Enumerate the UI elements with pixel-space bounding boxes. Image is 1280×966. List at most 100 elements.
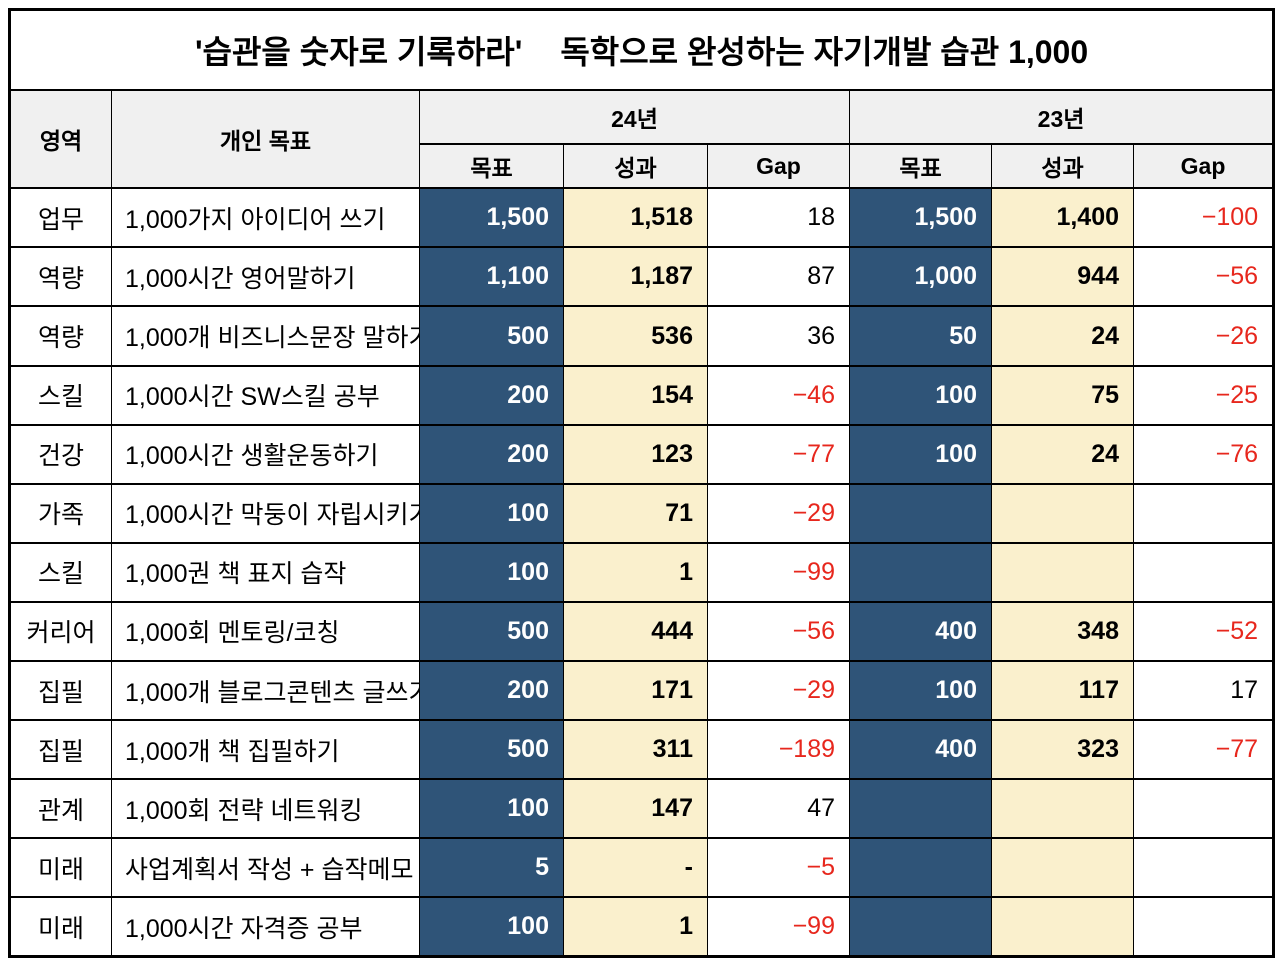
result-24-cell: 147 (563, 778, 708, 840)
gap-23-cell: 17 (1132, 660, 1275, 722)
table-row: 집필 1,000개 블로그콘텐츠 글쓰기 200 171 −29 100 117… (9, 660, 1275, 722)
header-result-24: 성과 (563, 143, 708, 190)
target-23-cell: 400 (849, 719, 992, 781)
gap-24-cell: −5 (707, 837, 850, 899)
header-goal: 개인 목표 (111, 89, 420, 190)
result-24-cell: 311 (563, 719, 708, 781)
target-23-cell (849, 541, 992, 603)
result-23-cell: 348 (991, 600, 1134, 663)
gap-23-cell (1132, 896, 1275, 958)
header-gap-24: Gap (707, 143, 850, 190)
gap-24-cell: −46 (707, 364, 850, 426)
result-24-cell: 123 (563, 423, 708, 485)
target-24-cell: 1,500 (419, 187, 564, 249)
result-24-cell: 1 (563, 896, 708, 958)
table-row: 미래 사업계획서 작성 + 습작메모 사례 5 - −5 (9, 837, 1275, 899)
title-row: '습관을 숫자로 기록하라' 독학으로 완성하는 자기개발 습관 1,000 (8, 8, 1275, 92)
target-24-cell: 200 (419, 423, 564, 485)
target-23-cell: 400 (849, 600, 992, 663)
goal-cell: 1,000시간 생활운동하기 (111, 423, 420, 485)
result-24-cell: 1 (563, 541, 708, 603)
result-23-cell (991, 482, 1134, 544)
target-23-cell (849, 896, 992, 958)
target-24-cell: 200 (419, 660, 564, 722)
area-cell: 업무 (9, 187, 112, 249)
result-23-cell: 24 (991, 423, 1134, 485)
result-23-cell: 117 (991, 660, 1134, 722)
area-cell: 스킬 (9, 541, 112, 603)
gap-24-cell: −99 (707, 896, 850, 958)
page-title: '습관을 숫자로 기록하라' 독학으로 완성하는 자기개발 습관 1,000 (8, 8, 1275, 92)
result-24-cell: 71 (563, 482, 708, 544)
goal-cell: 1,000권 책 표지 습작 (111, 541, 420, 603)
gap-24-cell: −29 (707, 660, 850, 722)
page-title-right: 독학으로 완성하는 자기개발 습관 1,000 (560, 34, 1089, 71)
table-row: 스킬 1,000권 책 표지 습작 100 1 −99 (9, 541, 1275, 603)
goal-cell: 1,000개 비즈니스문장 말하기 (111, 305, 420, 367)
table-row: 관계 1,000회 전략 네트워킹 100 147 47 (9, 778, 1275, 840)
result-23-cell (991, 778, 1134, 840)
gap-23-cell: −77 (1132, 719, 1275, 781)
goal-cell: 1,000시간 자격증 공부 (111, 896, 420, 958)
target-23-cell: 100 (849, 660, 992, 722)
area-cell: 역량 (9, 305, 112, 367)
header-target-23: 목표 (849, 143, 992, 190)
header-year-24: 24년 (419, 89, 850, 146)
target-23-cell (849, 482, 992, 544)
result-23-cell: 24 (991, 305, 1134, 367)
goal-cell: 1,000시간 SW스킬 공부 (111, 364, 420, 426)
table-row: 미래 1,000시간 자격증 공부 100 1 −99 (9, 896, 1275, 958)
result-24-cell: 1,187 (563, 246, 708, 308)
goal-cell: 1,000회 멘토링/코칭 (111, 600, 420, 663)
area-cell: 미래 (9, 837, 112, 899)
result-23-cell: 75 (991, 364, 1134, 426)
gap-24-cell: −56 (707, 600, 850, 663)
area-cell: 커리어 (9, 600, 112, 663)
gap-23-cell: −56 (1132, 246, 1275, 308)
table-row: 업무 1,000가지 아이디어 쓰기 1,500 1,518 18 1,500 … (9, 187, 1275, 249)
target-24-cell: 100 (419, 541, 564, 603)
page-title-left: '습관을 숫자로 기록하라' (194, 34, 523, 71)
gap-24-cell: −77 (707, 423, 850, 485)
result-23-cell (991, 896, 1134, 958)
target-24-cell: 100 (419, 778, 564, 840)
table-row: 건강 1,000시간 생활운동하기 200 123 −77 100 24 −76 (9, 423, 1275, 485)
table-row: 집필 1,000개 책 집필하기 500 311 −189 400 323 −7… (9, 719, 1275, 781)
target-23-cell: 50 (849, 305, 992, 367)
area-cell: 가족 (9, 482, 112, 544)
area-cell: 미래 (9, 896, 112, 958)
result-24-cell: 536 (563, 305, 708, 367)
target-23-cell: 1,000 (849, 246, 992, 308)
header-year-23: 23년 (848, 89, 1275, 146)
gap-24-cell: 18 (707, 187, 850, 249)
target-24-cell: 500 (419, 600, 564, 663)
goal-cell: 1,000시간 막둥이 자립시키기 (111, 482, 420, 544)
target-23-cell (849, 778, 992, 840)
area-cell: 건강 (9, 423, 112, 485)
goal-cell: 사업계획서 작성 + 습작메모 사례 (111, 837, 420, 899)
table-row: 역량 1,000개 비즈니스문장 말하기 500 536 36 50 24 −2… (9, 305, 1275, 367)
gap-23-cell: −25 (1132, 364, 1275, 426)
target-23-cell: 100 (849, 423, 992, 485)
gap-23-cell (1132, 482, 1275, 544)
gap-24-cell: 87 (707, 246, 850, 308)
gap-23-cell (1132, 778, 1275, 840)
result-24-cell: 171 (563, 660, 708, 722)
gap-24-cell: 36 (707, 305, 850, 367)
header-target-24: 목표 (419, 143, 564, 190)
goal-cell: 1,000개 블로그콘텐츠 글쓰기 (111, 660, 420, 722)
table-row: 스킬 1,000시간 SW스킬 공부 200 154 −46 100 75 −2… (9, 364, 1275, 426)
target-24-cell: 500 (419, 305, 564, 367)
table-row: 가족 1,000시간 막둥이 자립시키기 100 71 −29 (9, 482, 1275, 544)
area-cell: 집필 (9, 660, 112, 722)
target-24-cell: 200 (419, 364, 564, 426)
gap-23-cell (1132, 541, 1275, 603)
header-gap-23: Gap (1132, 143, 1275, 190)
area-cell: 관계 (9, 778, 112, 840)
gap-23-cell: −26 (1132, 305, 1275, 367)
result-23-cell: 323 (991, 719, 1134, 781)
gap-23-cell: −76 (1132, 423, 1275, 485)
result-24-cell: 154 (563, 364, 708, 426)
target-23-cell: 100 (849, 364, 992, 426)
area-cell: 역량 (9, 246, 112, 308)
